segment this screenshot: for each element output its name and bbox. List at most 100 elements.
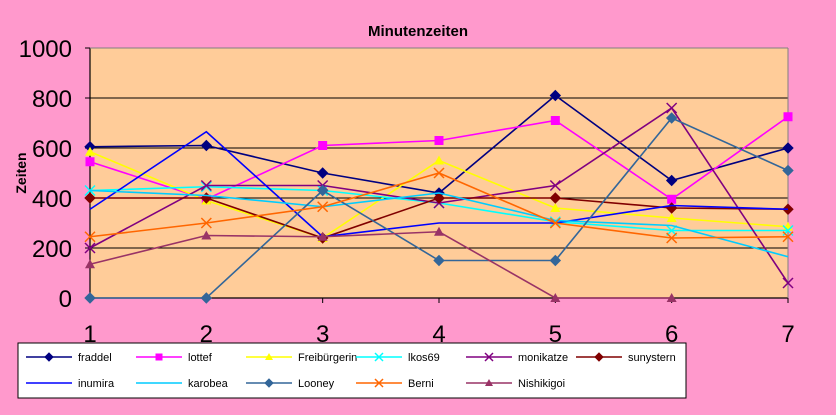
legend-item-lkos69: lkos69 [356,352,440,364]
legend-label: lkos69 [408,352,440,364]
x-tick-label: 3 [316,321,329,348]
data-point [316,184,329,197]
data-point [200,179,212,192]
legend-label: Berni [408,378,434,390]
y-tick-label: 1000 [19,36,72,63]
series-Berni [84,167,794,244]
data-point [155,353,163,361]
data-point [549,254,562,267]
series-Nishikigoi [85,226,677,302]
legend-label: karobea [188,378,229,390]
legend-label: Freibürgerin [298,352,357,364]
data-point [85,157,95,167]
data-point [374,352,384,362]
legend-item-Looney: Looney [246,378,335,390]
data-point [201,230,212,240]
data-point [549,179,561,192]
data-point [200,139,213,152]
x-axis-ticks: 1 2 3 4 5 6 7 [83,298,795,348]
data-point [782,231,794,243]
y-tick-label: 600 [32,136,72,163]
data-point [44,352,54,362]
data-point [550,116,560,125]
legend-label: inumira [78,378,115,390]
y-tick-label: 200 [32,236,72,263]
data-point [434,136,444,145]
legend-label: Nishikigoi [518,378,565,390]
data-point [550,293,561,302]
data-point [666,293,677,302]
data-point [484,352,494,362]
series-karobea [89,189,789,258]
series-line [89,189,789,258]
data-point [485,379,493,386]
legend-label: fraddel [78,352,112,364]
data-point [550,203,561,212]
legend-label: sunystern [628,352,676,364]
y-tick-label: 0 [59,286,72,313]
series-lines [84,89,794,304]
data-point [84,192,96,204]
legend-item-monikatze: monikatze [466,352,568,364]
chart-title: Minutenzeiten [368,23,468,40]
data-point [665,174,678,187]
data-point [433,167,445,179]
data-point [200,181,212,193]
x-tick-label: 4 [432,321,445,348]
data-point [594,352,604,362]
data-point [84,292,96,304]
data-point [85,259,95,269]
data-point [549,192,562,204]
series-inumira [89,130,789,238]
legend-item-Freibürgerin: Freibürgerin [246,352,357,364]
legend-label: monikatze [518,352,568,364]
legend: fraddel lottef Freibürgerin lkos69 monikatze… [17,342,687,399]
data-point [200,292,213,304]
data-point [265,353,273,360]
data-point [433,192,445,204]
series-sunystern [84,192,794,244]
legend-label: Looney [298,378,335,390]
data-point [549,89,562,102]
data-point [434,226,444,236]
legend-item-lottef: lottef [136,352,213,364]
data-point [782,142,794,154]
data-point [317,231,328,241]
data-point [433,254,445,267]
data-point [200,217,212,229]
legend-item-karobea: karobea [136,378,229,390]
x-tick-label: 1 [83,321,96,348]
data-point [782,277,794,289]
x-tick-label: 2 [200,321,213,348]
data-point [434,155,444,165]
data-point [782,164,794,177]
x-tick-label: 5 [549,321,562,348]
data-point [85,146,95,156]
data-point [316,167,329,179]
data-point [317,201,329,213]
legend-item-fraddel: fraddel [26,352,112,364]
data-point [84,242,96,254]
data-point [666,232,678,244]
series-Looney [84,112,794,304]
x-tick-label: 6 [665,321,678,348]
data-point [264,378,274,388]
data-point [666,213,677,222]
series-line [89,230,672,299]
y-axis-label: Zeiten [13,152,29,193]
data-point [665,112,678,124]
legend-item-Nishikigoi: Nishikigoi [466,378,565,390]
data-point [84,231,96,243]
data-point [549,216,561,228]
legend-item-inumira: inumira [26,378,115,390]
y-tick-label: 400 [32,186,72,213]
data-point [783,112,793,122]
y-tick-label: 800 [32,86,72,113]
data-point [318,141,328,150]
series-line [89,130,789,238]
data-point [374,378,384,388]
data-point [666,102,678,114]
legend-item-sunystern: sunystern [576,352,676,364]
